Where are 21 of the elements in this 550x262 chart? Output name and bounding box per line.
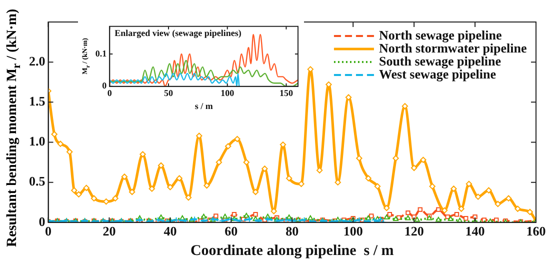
y-tick-label: 0 bbox=[38, 214, 46, 229]
x-tick-label: 40 bbox=[164, 224, 177, 239]
x-tick-label: 100 bbox=[220, 88, 235, 98]
x-tick-label: 80 bbox=[286, 224, 299, 239]
x-tick-label: 140 bbox=[465, 224, 485, 239]
chart-title: Enlarged view (sewage pipelines) bbox=[114, 28, 242, 38]
x-tick-label: 150 bbox=[279, 88, 294, 98]
y-tick-label: 0.1 bbox=[95, 48, 108, 58]
x-axis-title: Coordinate along pipeline s / m bbox=[190, 242, 394, 259]
y-tick-label: 2.0 bbox=[29, 53, 46, 68]
x-tick-label: 120 bbox=[404, 224, 424, 239]
legend-label: North sewage pipeline bbox=[378, 27, 502, 42]
x-tick-label: 100 bbox=[343, 224, 363, 239]
x-tick-label: 160 bbox=[526, 224, 546, 239]
y-tick-label: 1.0 bbox=[29, 134, 46, 149]
x-tick-label: 60 bbox=[224, 224, 238, 239]
y-tick-label: 1.5 bbox=[29, 94, 46, 109]
x-tick-label: 50 bbox=[164, 88, 174, 98]
x-tick-label: 20 bbox=[102, 224, 116, 239]
x-axis-title: s / m bbox=[194, 100, 214, 111]
y-tick-label: 0.5 bbox=[29, 174, 46, 189]
